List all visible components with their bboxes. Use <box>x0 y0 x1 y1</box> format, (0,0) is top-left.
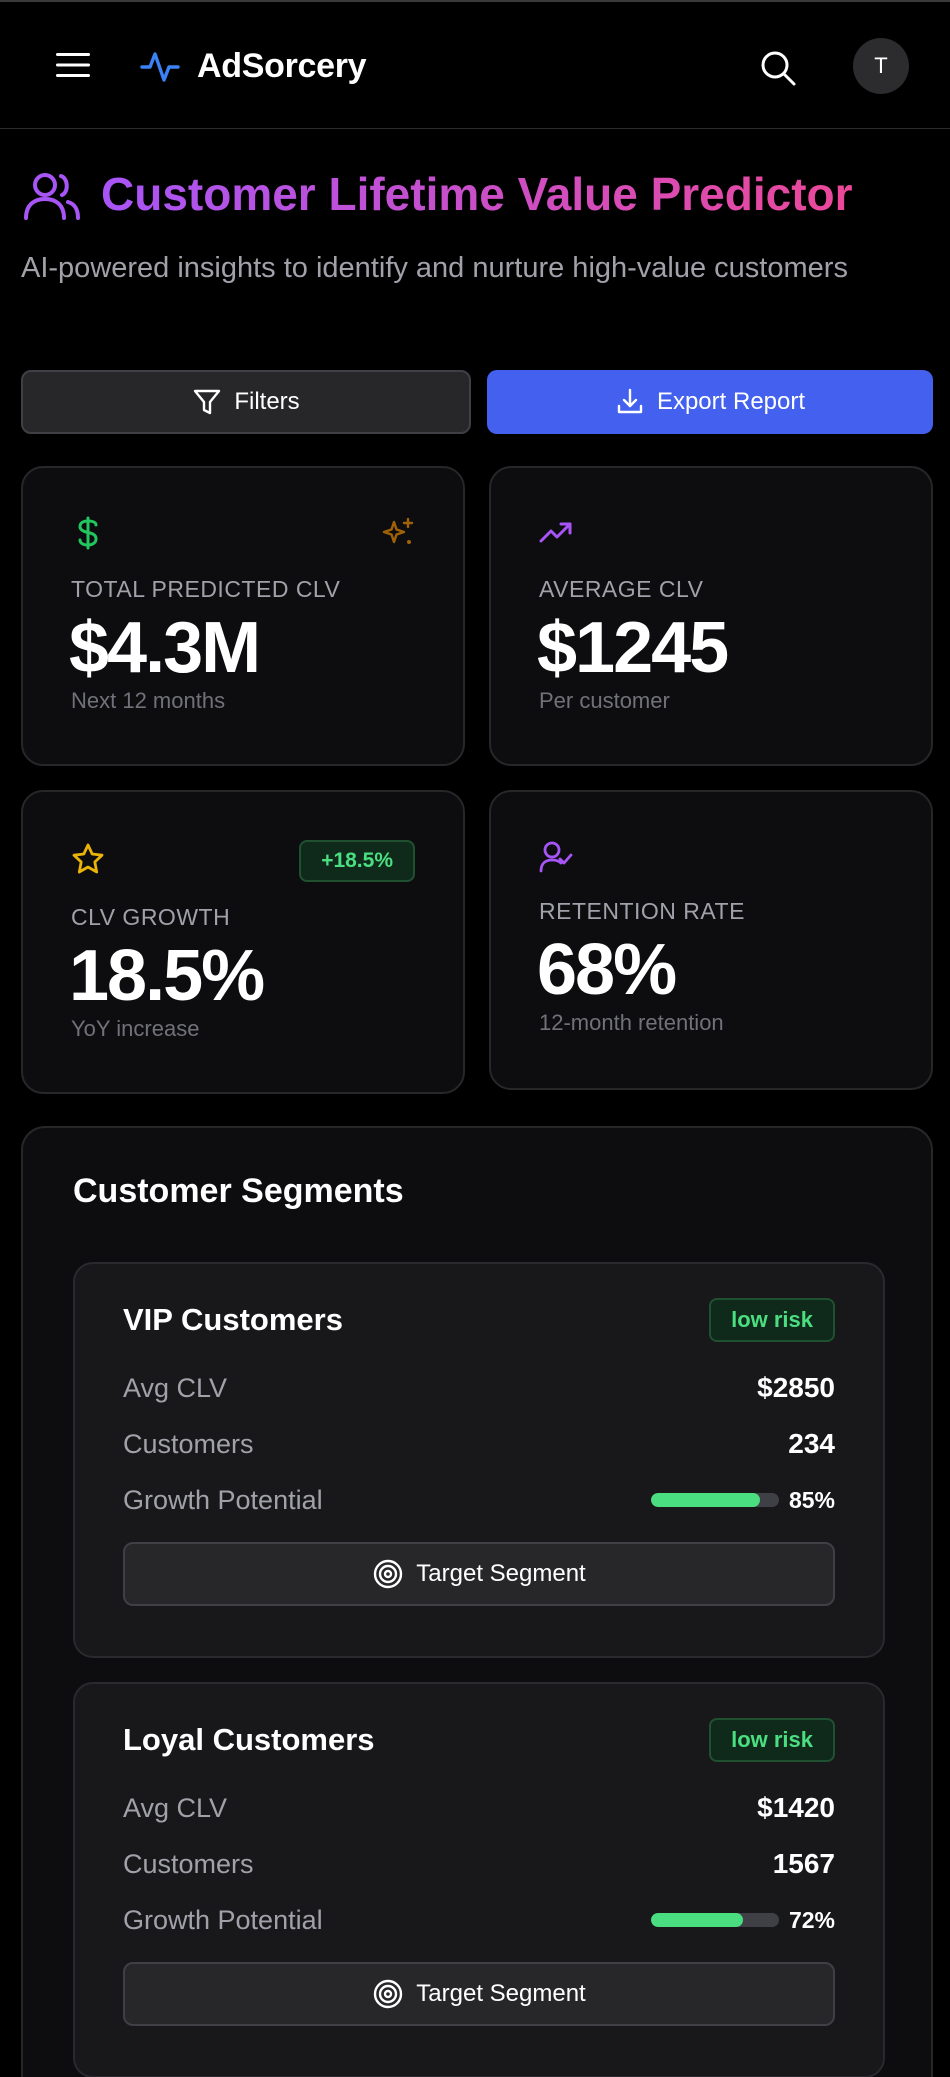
stat-label: RETENTION RATE <box>539 898 745 924</box>
filter-icon <box>194 389 221 415</box>
app-header: AdSorcery T <box>0 2 950 129</box>
stat-subtext: Per customer <box>539 688 670 713</box>
segment-name: VIP Customers <box>123 1302 343 1337</box>
avg-clv-row: Avg CLV $1420 <box>123 1788 835 1828</box>
filters-button[interactable]: Filters <box>21 370 471 434</box>
section-title: Customer Segments <box>73 1172 404 1210</box>
row-label: Avg CLV <box>123 1792 228 1823</box>
trending-up-icon <box>539 522 572 543</box>
stat-subtext: 12-month retention <box>539 1010 724 1035</box>
risk-badge: low risk <box>709 1718 835 1762</box>
target-icon <box>374 1979 403 2009</box>
export-report-label: Export Report <box>656 388 806 415</box>
download-icon <box>617 388 643 414</box>
row-label: Customers <box>123 1428 254 1459</box>
growth-badge: +18.5% <box>299 840 415 882</box>
window-top-border <box>0 0 950 2</box>
activity-pulse-icon <box>140 52 180 82</box>
growth-indicator: 72% <box>650 1906 835 1934</box>
target-icon <box>374 1559 403 1589</box>
growth-percent: 85% <box>788 1486 835 1513</box>
stat-label: TOTAL PREDICTED CLV <box>71 576 341 602</box>
avg-clv-value: $2850 <box>757 1372 835 1403</box>
export-report-button[interactable]: Export Report <box>487 370 933 434</box>
sparkles-icon <box>382 517 414 544</box>
stat-subtext: Next 12 months <box>71 688 226 713</box>
app-name[interactable]: AdSorcery <box>197 47 367 85</box>
target-segment-button[interactable]: Target Segment <box>123 1542 835 1606</box>
segment-card-loyal: Loyal Customers low risk Avg CLV $1420 C… <box>73 1682 885 2077</box>
stat-card-total-clv: TOTAL PREDICTED CLV $4.3M Next 12 months <box>21 466 465 766</box>
hamburger-menu-icon <box>56 53 90 77</box>
stat-card-average-clv: AVERAGE CLV $1245 Per customer <box>489 466 933 766</box>
page-subtitle: AI-powered insights to identify and nurt… <box>21 252 848 284</box>
stat-value: 68% <box>537 930 677 1010</box>
filters-button-label: Filters <box>234 388 300 415</box>
customers-value: 234 <box>788 1428 835 1459</box>
risk-badge: low risk <box>709 1298 835 1342</box>
page-title: Customer Lifetime Value Predictor <box>101 164 853 224</box>
stat-label: AVERAGE CLV <box>539 576 704 602</box>
stat-value: $4.3M <box>69 608 261 688</box>
customers-row: Customers 234 <box>123 1424 835 1464</box>
target-segment-label: Target Segment <box>416 1560 586 1587</box>
row-label: Growth Potential <box>123 1904 323 1935</box>
user-avatar[interactable]: T <box>853 38 909 94</box>
customers-row: Customers 1567 <box>123 1844 835 1884</box>
growth-progress-fill <box>650 1493 760 1507</box>
row-label: Growth Potential <box>123 1484 323 1515</box>
stat-subtext: YoY increase <box>71 1016 200 1041</box>
growth-progress-bar <box>650 1913 779 1927</box>
stat-label: CLV GROWTH <box>71 904 231 930</box>
target-segment-label: Target Segment <box>416 1980 586 2007</box>
customers-value: 1567 <box>772 1848 835 1879</box>
growth-percent: 72% <box>788 1906 835 1933</box>
stat-value: 18.5% <box>69 936 265 1016</box>
growth-indicator: 85% <box>650 1486 835 1514</box>
user-check-icon <box>539 841 573 873</box>
segment-name: Loyal Customers <box>123 1722 375 1757</box>
avg-clv-row: Avg CLV $2850 <box>123 1368 835 1408</box>
segment-card-vip: VIP Customers low risk Avg CLV $2850 Cus… <box>73 1262 885 1658</box>
search-button[interactable] <box>756 46 800 90</box>
growth-progress-fill <box>650 1913 744 1927</box>
stat-value: $1245 <box>537 608 729 688</box>
growth-progress-bar <box>650 1493 779 1507</box>
dollar-icon <box>78 516 98 550</box>
star-icon <box>72 843 104 874</box>
row-label: Avg CLV <box>123 1372 228 1403</box>
users-icon <box>24 173 80 220</box>
growth-potential-row: Growth Potential 85% <box>123 1480 835 1520</box>
menu-button[interactable] <box>50 46 96 84</box>
target-segment-button[interactable]: Target Segment <box>123 1962 835 2026</box>
search-icon <box>761 51 796 86</box>
customer-segments-panel: Customer Segments VIP Customers low risk… <box>21 1126 933 2077</box>
row-label: Customers <box>123 1848 254 1879</box>
growth-potential-row: Growth Potential 72% <box>123 1900 835 1940</box>
avg-clv-value: $1420 <box>757 1792 835 1823</box>
stat-card-clv-growth: +18.5% CLV GROWTH 18.5% YoY increase <box>21 790 465 1094</box>
stat-card-retention-rate: RETENTION RATE 68% 12-month retention <box>489 790 933 1090</box>
